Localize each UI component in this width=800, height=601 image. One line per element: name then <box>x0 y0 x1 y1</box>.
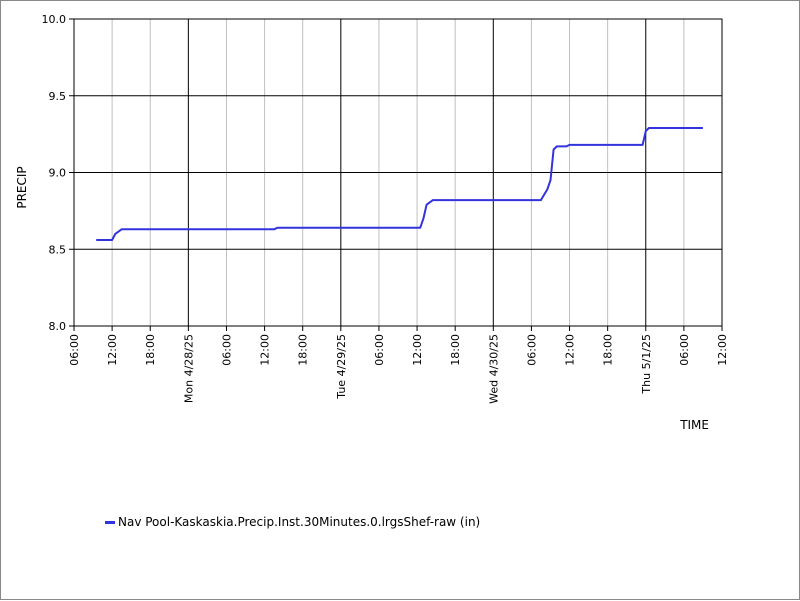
x-tick-label: 18:00 <box>449 334 462 366</box>
legend-swatch <box>105 520 115 524</box>
y-tick-label: 9.0 <box>49 167 67 180</box>
x-tick-label: 12:00 <box>564 334 577 366</box>
x-axis-title: TIME <box>679 418 709 432</box>
y-axis-title: PRECIP <box>15 166 29 208</box>
x-tick-label: 18:00 <box>144 334 157 366</box>
x-tick-label: 12:00 <box>411 334 424 366</box>
x-tick-label: Tue 4/29/25 <box>335 334 348 400</box>
x-tick-label: 06:00 <box>678 334 691 366</box>
y-tick-label: 8.0 <box>49 320 67 333</box>
x-tick-label: Wed 4/30/25 <box>487 334 500 404</box>
y-tick-label: 9.5 <box>49 90 67 103</box>
legend: Nav Pool-Kaskaskia.Precip.Inst.30Minutes… <box>105 515 480 529</box>
legend-label: Nav Pool-Kaskaskia.Precip.Inst.30Minutes… <box>118 515 481 529</box>
x-tick-label: 12:00 <box>106 334 119 366</box>
x-tick-label: 06:00 <box>220 334 233 366</box>
series-line <box>96 127 703 241</box>
x-tick-label: 06:00 <box>68 334 81 366</box>
x-tick-label: 18:00 <box>602 334 615 366</box>
x-tick-label: 06:00 <box>525 334 538 366</box>
x-tick-label: Mon 4/28/25 <box>182 334 195 403</box>
x-tick-label: 18:00 <box>297 334 310 366</box>
y-tick-label: 8.5 <box>49 243 67 256</box>
x-tick-label: 06:00 <box>373 334 386 366</box>
x-tick-label: 12:00 <box>716 334 729 366</box>
x-tick-label: 12:00 <box>259 334 272 366</box>
y-tick-label: 10.0 <box>42 13 67 26</box>
x-tick-label: Thu 5/1/25 <box>640 334 653 395</box>
